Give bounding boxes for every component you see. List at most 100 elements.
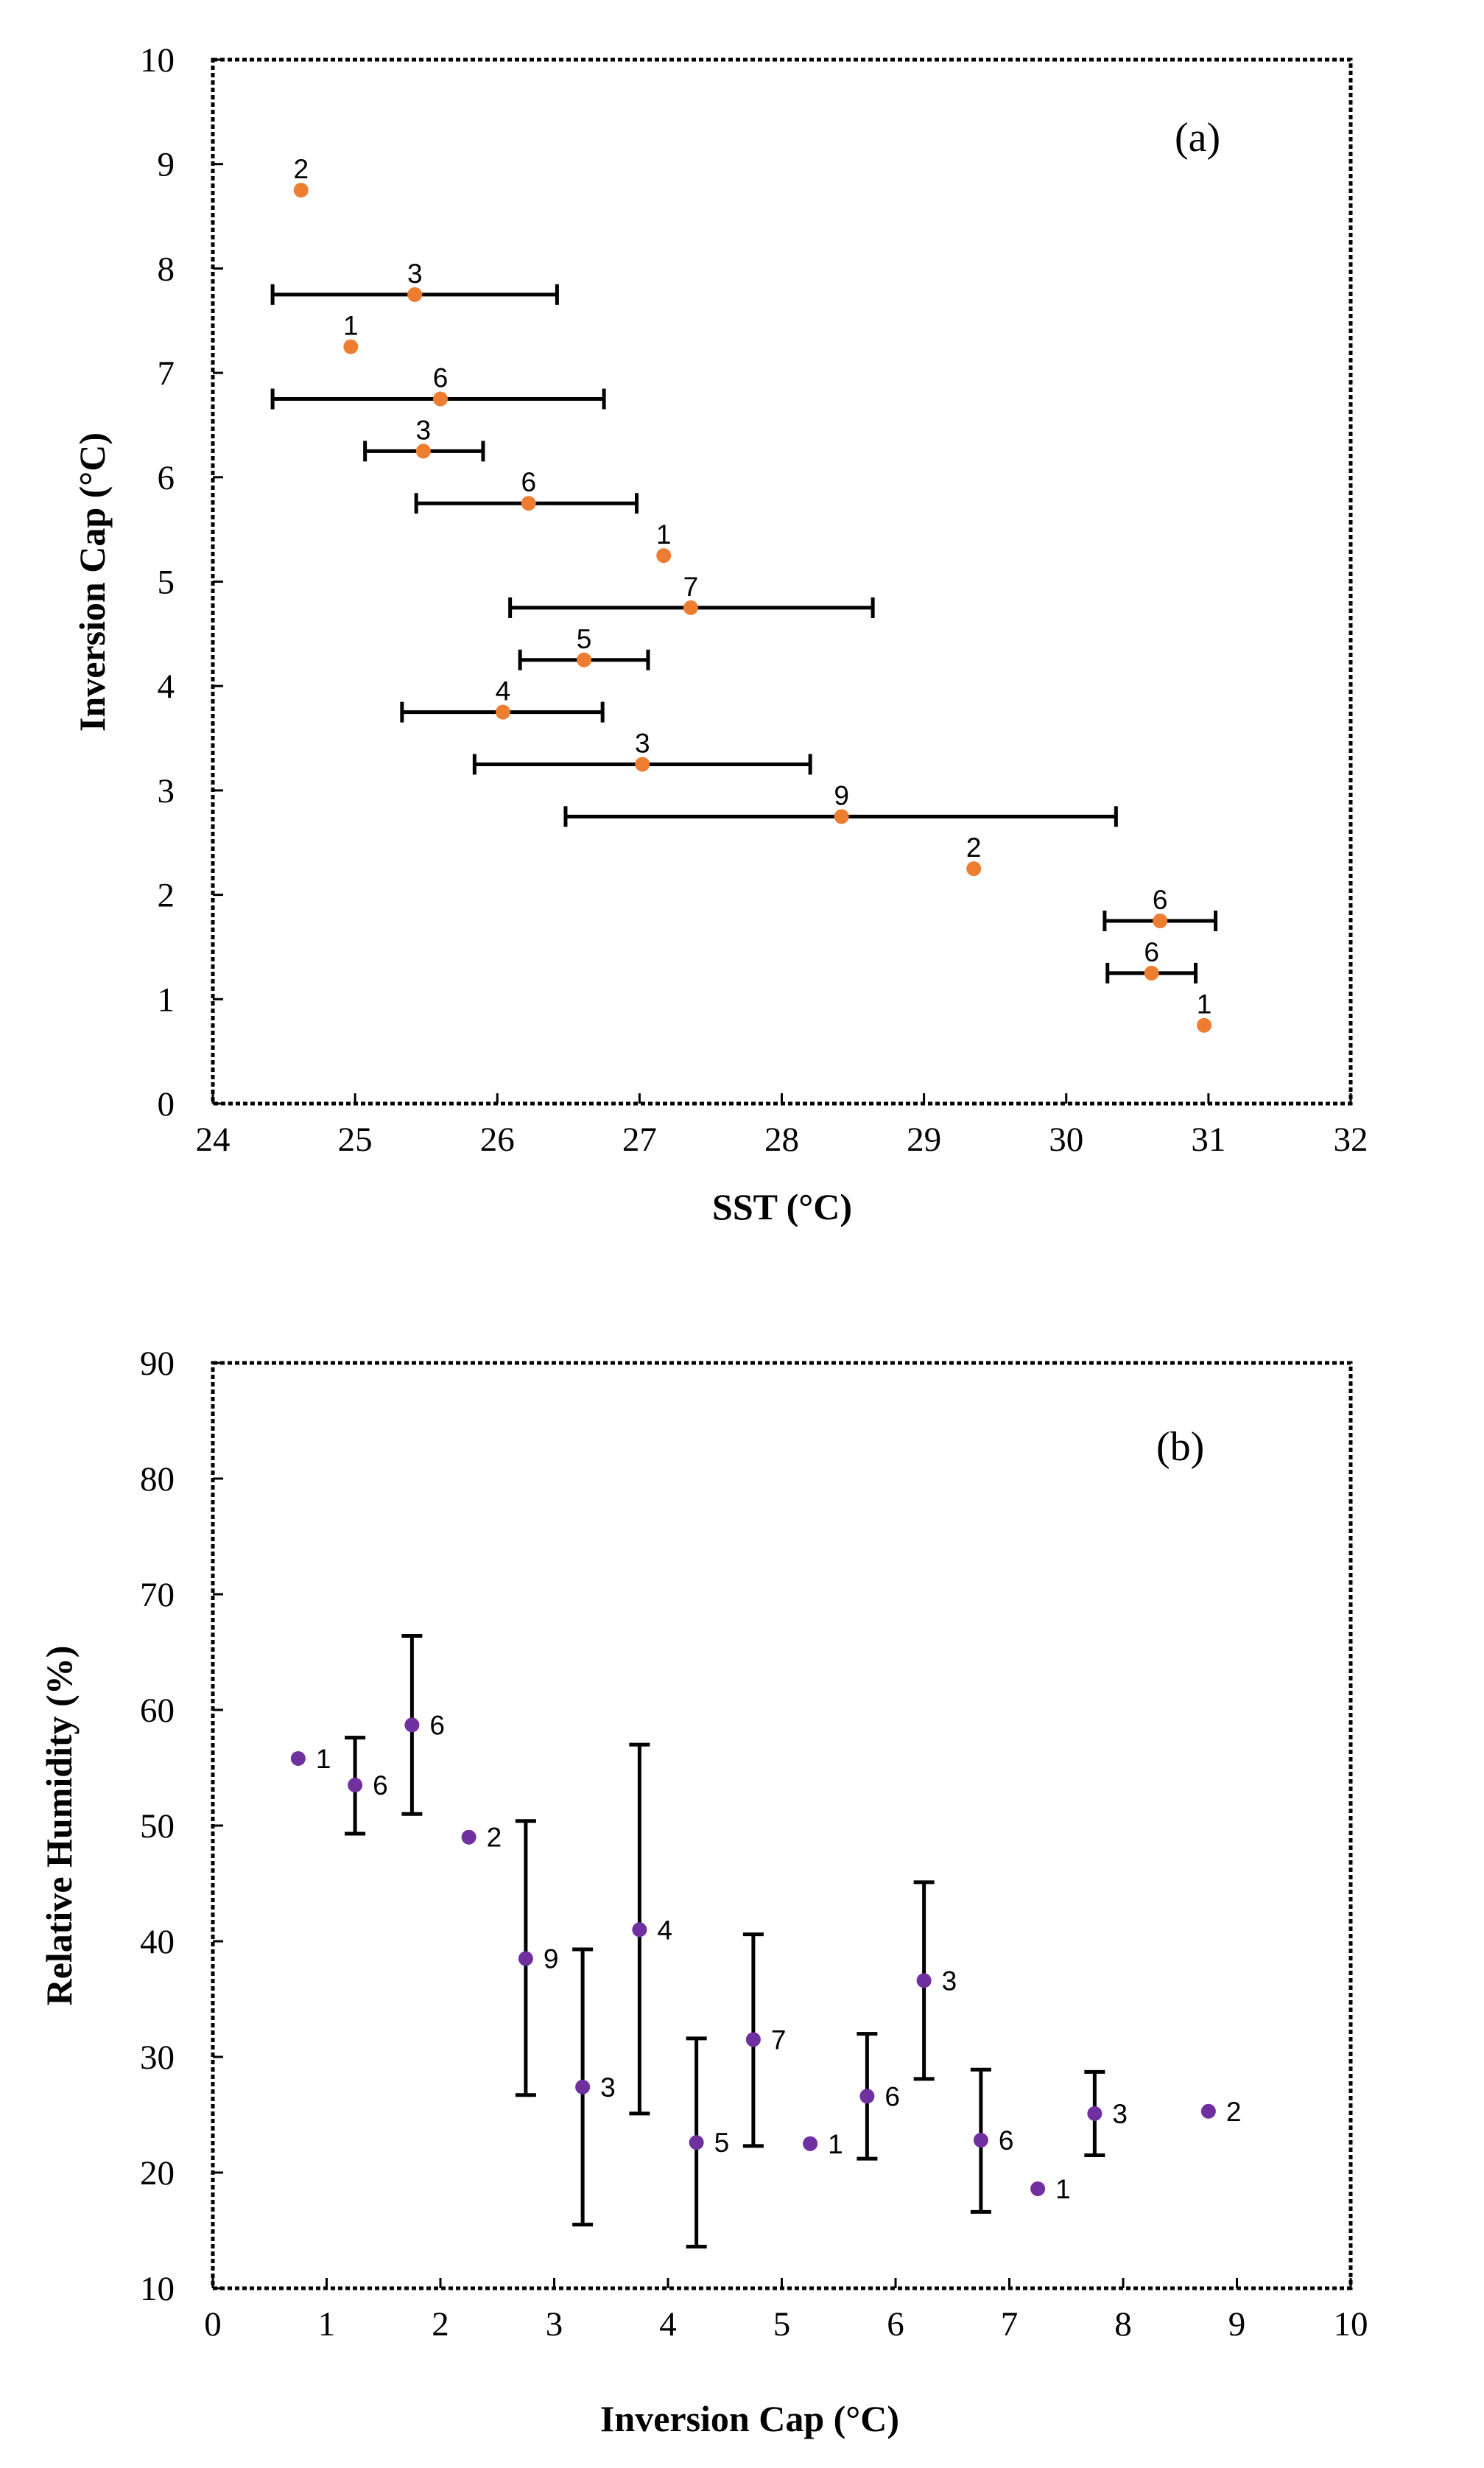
panel-a-plot-frame bbox=[211, 57, 1353, 1106]
panel-b-y-tick-label: 80 bbox=[140, 1460, 175, 1498]
panel-b-data-point bbox=[461, 1829, 477, 1845]
panel-b-x-tick-label: 6 bbox=[887, 2305, 904, 2343]
panel-b-point-label: 2 bbox=[487, 1823, 502, 1853]
panel-b-plot-frame bbox=[211, 1361, 1353, 2290]
panel-b-data-point bbox=[1030, 2181, 1046, 2196]
panel-a-point-label: 3 bbox=[416, 415, 432, 445]
panel-b-data-point bbox=[632, 1922, 647, 1938]
panel-a-x-tick-label: 32 bbox=[1334, 1121, 1368, 1159]
panel-a-y-tick-label: 0 bbox=[158, 1085, 175, 1123]
panel-a-point-label: 3 bbox=[407, 259, 423, 289]
panel-a-data-point bbox=[521, 496, 536, 511]
panel-a-y-tick-label: 7 bbox=[158, 354, 175, 393]
panel-b-point-label: 7 bbox=[771, 2024, 787, 2055]
panel-b-y-axis-title: Relative Humidity (%) bbox=[38, 1646, 80, 2006]
panel-a-y-tick-label: 1 bbox=[158, 981, 175, 1019]
panel-a-data-point bbox=[407, 287, 423, 302]
panel-b-y-tick-label: 40 bbox=[140, 1923, 175, 1961]
panel-b-x-tick-label: 3 bbox=[546, 2305, 563, 2343]
panel-b-point-label: 4 bbox=[657, 1915, 672, 1945]
panel-b-ticks: 0 1 2 3 4 5 6 7 8 9 10 10 20 30 40 50 60 70 80 90 bbox=[140, 1345, 1368, 2343]
panel-b-point-label: 6 bbox=[373, 1770, 388, 1801]
panel-b-point-labels: 1 6 6 2 9 3 4 5 7 1 6 3 6 1 3 2 bbox=[316, 1710, 1242, 2204]
panel-a-point-label: 1 bbox=[343, 311, 359, 341]
panel-b-x-tick-label: 10 bbox=[1334, 2305, 1368, 2343]
panel-b-point-label: 1 bbox=[1055, 2174, 1071, 2204]
panel-a-data-point bbox=[683, 600, 698, 615]
panel-b-point-label: 3 bbox=[600, 2072, 616, 2103]
panel-b-x-tick-label: 4 bbox=[659, 2305, 677, 2343]
panel-a-point-label: 2 bbox=[293, 154, 309, 184]
panel-b-y-tick-label: 30 bbox=[140, 2038, 175, 2077]
panel-a-point-label: 7 bbox=[683, 572, 699, 602]
panel-b-data-point bbox=[518, 1951, 533, 1966]
panel-a-point-label: 1 bbox=[656, 519, 672, 550]
panel-a-data-point bbox=[343, 339, 359, 354]
panel-a-data-point bbox=[656, 548, 672, 564]
panel-a-data-point bbox=[834, 809, 849, 824]
panel-a-y-tick-label: 9 bbox=[158, 146, 175, 184]
panel-a-x-tick-label: 29 bbox=[907, 1121, 941, 1159]
panel-a-y-tick-label: 10 bbox=[140, 41, 175, 80]
panel-a-x-tick-label: 27 bbox=[622, 1121, 657, 1159]
panel-a-x-tick-label: 25 bbox=[338, 1121, 373, 1159]
panel-b-point-label: 6 bbox=[999, 2125, 1014, 2156]
panel-a-data-point bbox=[1144, 965, 1159, 981]
panel-a-data-point bbox=[415, 444, 431, 459]
panel-a-data-point bbox=[577, 652, 592, 667]
panel-a-x-tick-label: 26 bbox=[480, 1121, 515, 1159]
panel-b-data-point bbox=[290, 1750, 306, 1766]
panel-a-y-tick-label: 4 bbox=[158, 667, 175, 706]
panel-b-data-point bbox=[575, 2079, 591, 2094]
panel-a-y-axis-title: Inversion Cap (°C) bbox=[71, 432, 113, 732]
panel-a-data-point bbox=[966, 861, 982, 877]
panel-b-markers bbox=[290, 1717, 1216, 2196]
panel-b-data-point bbox=[859, 2089, 875, 2104]
panel-a-markers bbox=[293, 183, 1212, 1033]
panel-b-point-label: 3 bbox=[1112, 2099, 1128, 2129]
panel-a-data-point bbox=[293, 183, 309, 198]
panel-a-y-tick-label: 8 bbox=[158, 250, 175, 288]
panel-b-x-tick-label: 0 bbox=[204, 2305, 222, 2343]
panel-b-data-point bbox=[1200, 2103, 1216, 2119]
panel-a-x-tick-label: 31 bbox=[1191, 1121, 1225, 1159]
panel-a-y-tick-label: 3 bbox=[158, 772, 175, 810]
panel-b-x-tick-label: 9 bbox=[1228, 2305, 1246, 2343]
panel-a-x-tick-label: 30 bbox=[1049, 1121, 1083, 1159]
panel-a-point-label: 5 bbox=[577, 624, 592, 654]
panel-a-point-label: 4 bbox=[496, 676, 511, 707]
panel-b-chart: 0 1 2 3 4 5 6 7 8 9 10 10 20 30 40 50 60 70 80 90 1 6 6 2 9 3 4 5 7… bbox=[38, 1345, 1368, 2439]
panel-b-y-tick-label: 60 bbox=[140, 1692, 175, 1730]
panel-a-y-tick-label: 6 bbox=[158, 459, 175, 497]
panel-a-point-label: 6 bbox=[1144, 937, 1159, 967]
panel-b-point-label: 9 bbox=[544, 1944, 559, 1974]
panel-b-y-tick-label: 10 bbox=[140, 2270, 175, 2308]
panel-b-x-tick-label: 7 bbox=[1001, 2305, 1019, 2343]
panel-b-data-point bbox=[348, 1778, 363, 1793]
panel-b-data-point bbox=[803, 2136, 818, 2151]
panel-a-data-point bbox=[495, 704, 510, 720]
panel-a-point-label: 9 bbox=[834, 780, 849, 810]
panel-a-point-label: 1 bbox=[1197, 989, 1212, 1020]
panel-a-y-tick-label: 2 bbox=[158, 877, 175, 915]
panel-b-point-label: 6 bbox=[429, 1710, 445, 1740]
panel-a-point-label: 6 bbox=[521, 467, 536, 497]
panel-a-point-label: 6 bbox=[1153, 885, 1168, 915]
panel-a-data-point bbox=[433, 391, 448, 407]
panel-b-x-tick-label: 2 bbox=[432, 2305, 449, 2343]
panel-a-point-label: 6 bbox=[433, 363, 449, 393]
panel-a-data-point bbox=[1197, 1017, 1212, 1033]
panel-b-data-point bbox=[404, 1717, 420, 1733]
panel-b-x-tick-label: 8 bbox=[1114, 2305, 1132, 2343]
panel-b-point-label: 2 bbox=[1226, 2097, 1242, 2127]
panel-a-y-tick-label: 5 bbox=[158, 564, 175, 602]
panel-b-point-label: 6 bbox=[885, 2081, 900, 2111]
panel-a-point-label: 2 bbox=[966, 832, 982, 863]
panel-a-point-label: 3 bbox=[635, 728, 650, 758]
panel-b-y-tick-label: 90 bbox=[140, 1345, 175, 1383]
panel-a-error-bars bbox=[270, 284, 1218, 984]
panel-b-y-tick-label: 20 bbox=[140, 2154, 175, 2192]
